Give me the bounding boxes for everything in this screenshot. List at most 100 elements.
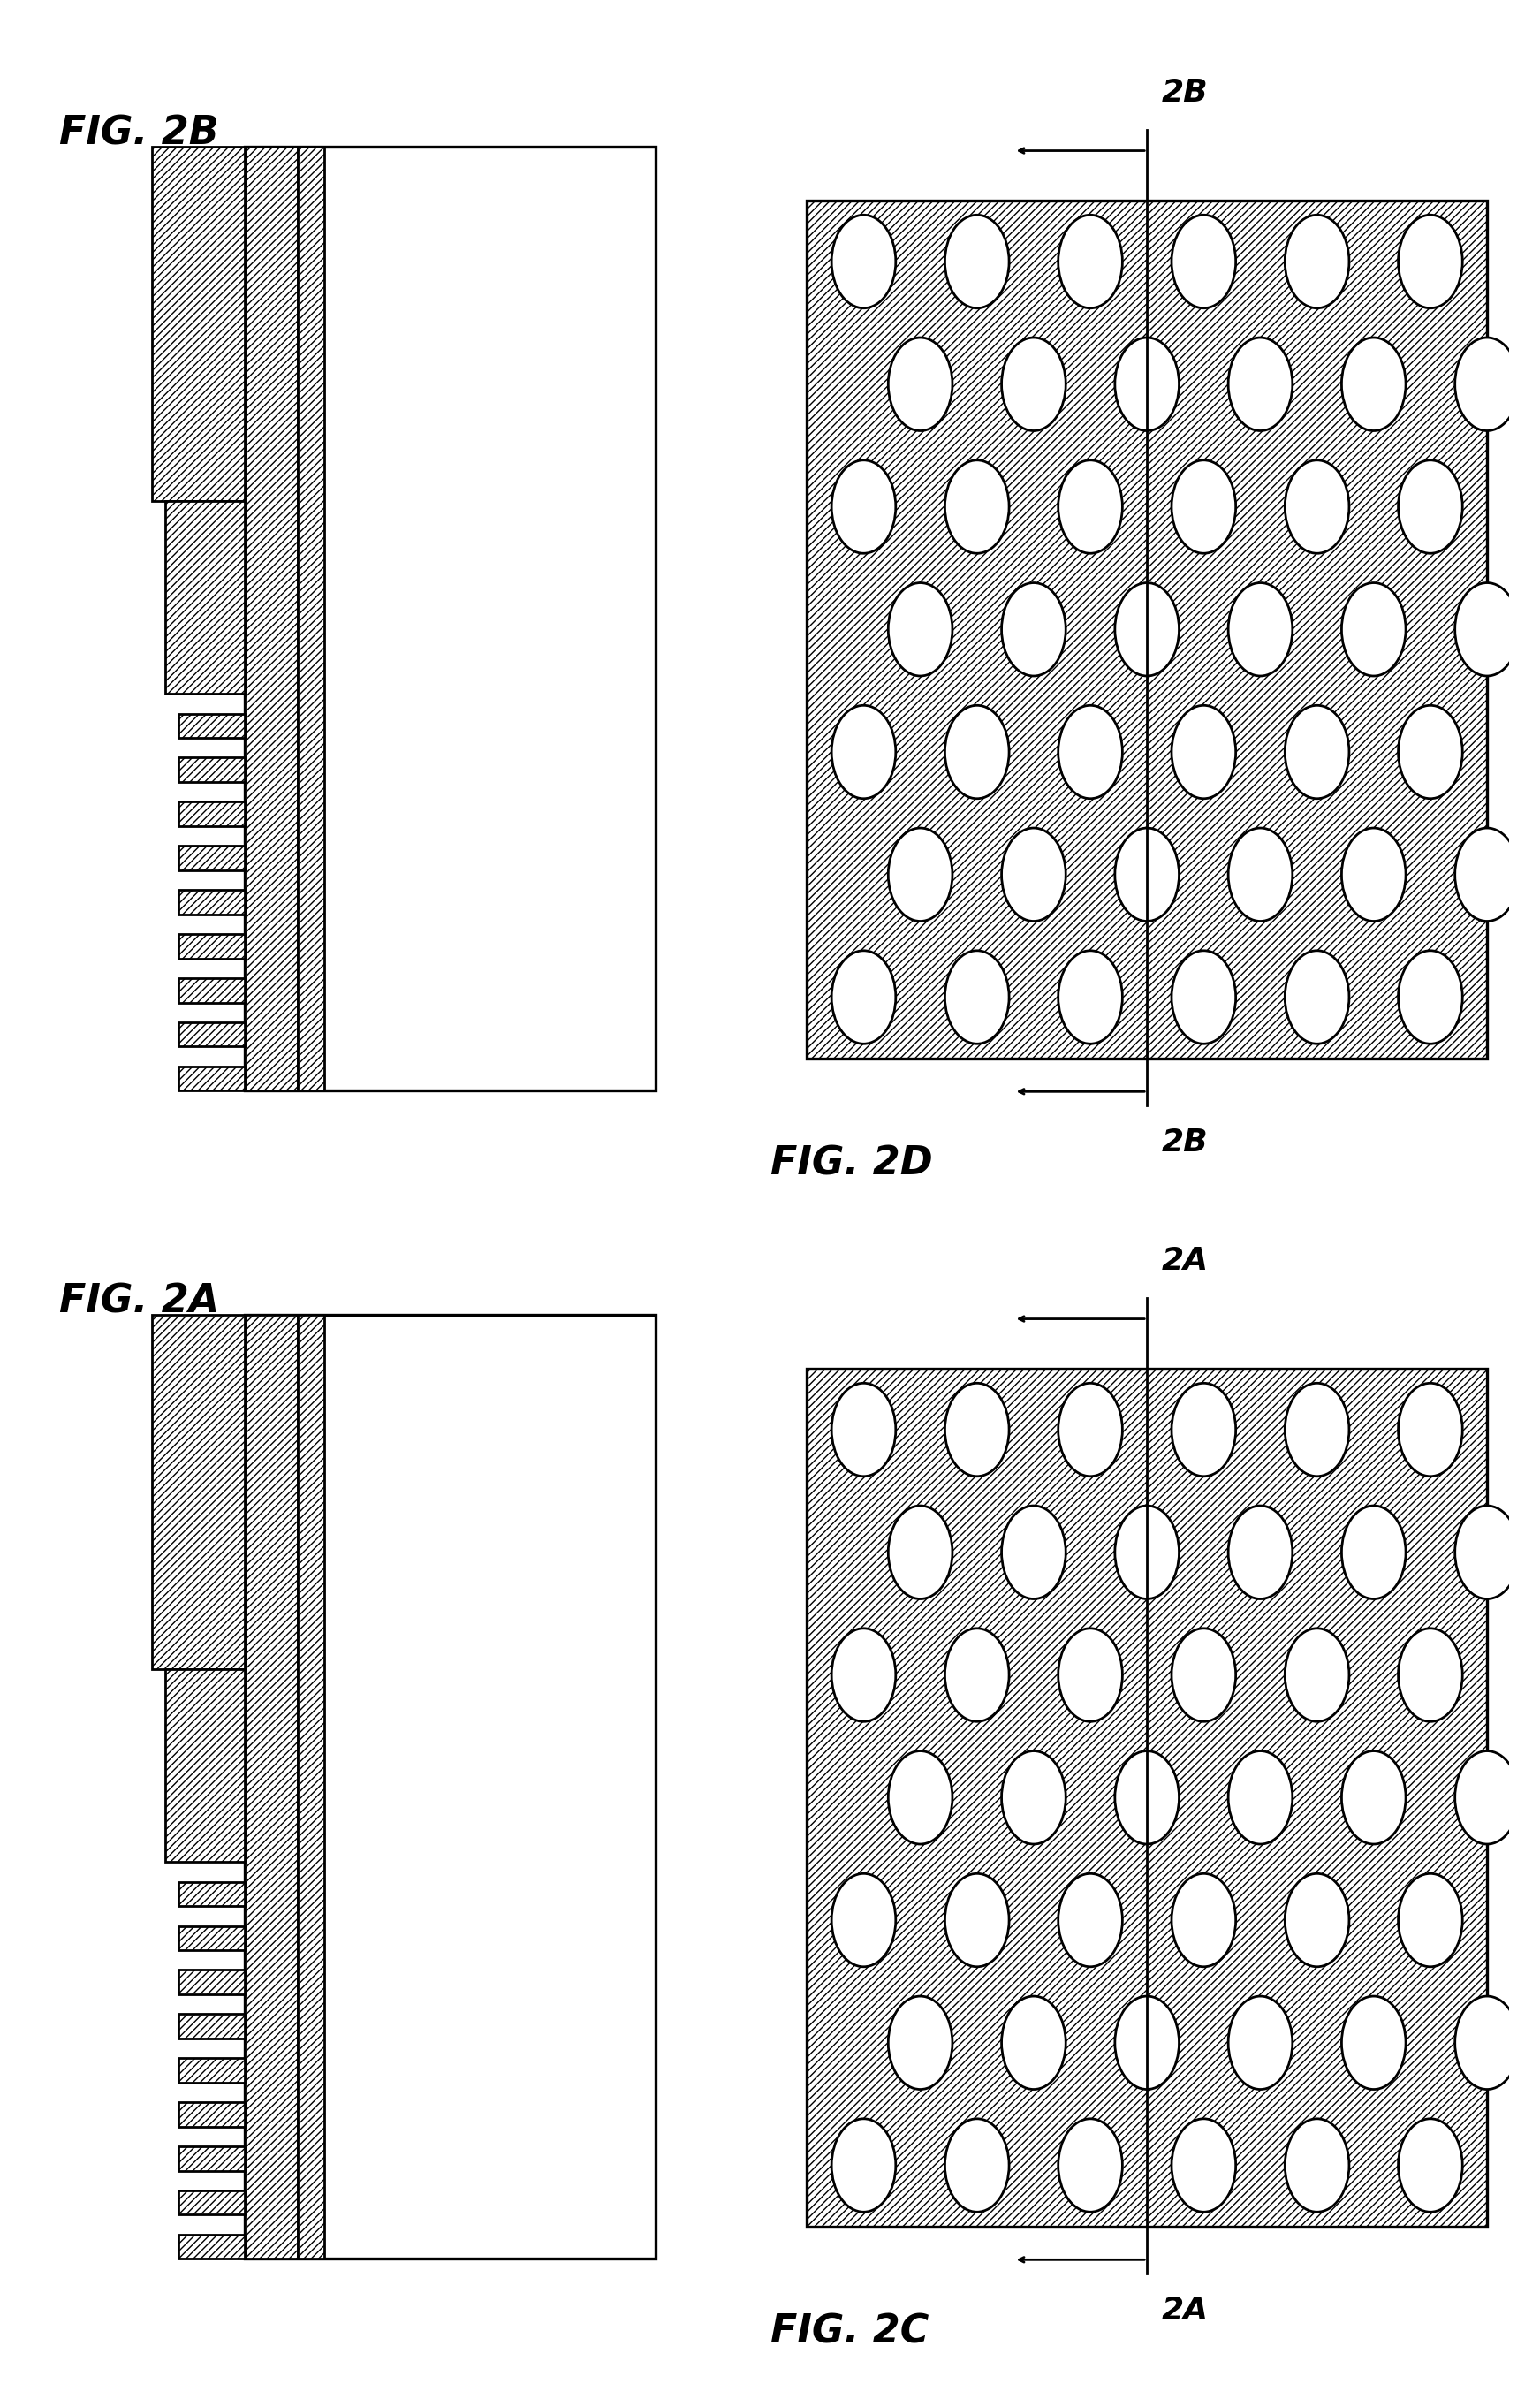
Circle shape [1058,2119,1123,2212]
Circle shape [889,1507,952,1600]
Text: 2B: 2B [1161,79,1209,107]
Circle shape [1115,1995,1180,2088]
Circle shape [1284,215,1349,308]
Bar [179,1969,245,1993]
Circle shape [1455,339,1518,432]
Circle shape [832,706,896,799]
Bar [179,1926,245,1950]
Bar [179,1023,245,1047]
Circle shape [1001,827,1066,920]
Circle shape [1172,1383,1235,1476]
Circle shape [832,951,896,1044]
Circle shape [1115,582,1180,677]
Circle shape [946,215,1009,308]
Circle shape [1341,827,1406,920]
Circle shape [1229,339,1292,432]
Bar [297,148,325,1092]
Circle shape [1455,827,1518,920]
Circle shape [1284,1628,1349,1721]
Bar [245,148,297,1092]
Bar [165,1669,245,1862]
Text: FIG. 2D: FIG. 2D [770,1144,932,1182]
Bar [179,758,245,782]
Circle shape [1001,1750,1066,1845]
Circle shape [1115,1507,1180,1600]
Circle shape [832,2119,896,2212]
Circle shape [1398,460,1463,553]
Bar [179,2191,245,2215]
Bar [245,1316,297,2260]
Bar [179,935,245,958]
Bar [179,2014,245,2038]
Circle shape [1229,1507,1292,1600]
Text: 2A: 2A [1161,1247,1209,1275]
Bar [152,1316,245,1669]
Circle shape [889,827,952,920]
Circle shape [1398,2119,1463,2212]
Circle shape [1284,1874,1349,1967]
Circle shape [1398,1628,1463,1721]
Circle shape [1284,706,1349,799]
Bar [179,889,245,915]
Circle shape [1001,1995,1066,2088]
Text: FIG. 2A: FIG. 2A [60,1283,220,1321]
Circle shape [889,339,952,432]
Circle shape [946,2119,1009,2212]
Circle shape [1001,582,1066,677]
Bar [179,1881,245,1907]
Bar [179,846,245,870]
Circle shape [1398,951,1463,1044]
Circle shape [889,582,952,677]
Bar [807,200,1488,1058]
Bar [179,2057,245,2084]
Circle shape [1229,582,1292,677]
Circle shape [832,1628,896,1721]
Bar [179,1066,245,1092]
Circle shape [1058,1383,1123,1476]
Circle shape [1341,1995,1406,2088]
Circle shape [1172,1628,1235,1721]
Circle shape [1115,1750,1180,1845]
Circle shape [1341,1750,1406,1845]
Circle shape [1284,1383,1349,1476]
Circle shape [1455,1507,1518,1600]
Text: FIG. 2B: FIG. 2B [60,114,219,153]
Bar [245,1316,656,2260]
Bar [807,1368,1488,2227]
Bar [179,801,245,827]
Circle shape [1058,951,1123,1044]
Circle shape [1172,460,1235,553]
Bar [179,713,245,739]
Circle shape [832,1383,896,1476]
Circle shape [1229,827,1292,920]
Circle shape [1398,706,1463,799]
Bar [165,501,245,694]
Circle shape [946,706,1009,799]
Circle shape [1455,582,1518,677]
Circle shape [946,1874,1009,1967]
Circle shape [1398,1874,1463,1967]
Circle shape [1229,1750,1292,1845]
Circle shape [1172,1874,1235,1967]
Circle shape [889,1750,952,1845]
Circle shape [1115,827,1180,920]
Circle shape [1172,2119,1235,2212]
Circle shape [1115,339,1180,432]
Circle shape [1341,582,1406,677]
Circle shape [1455,1995,1518,2088]
Circle shape [1398,215,1463,308]
Circle shape [1058,706,1123,799]
Circle shape [1058,460,1123,553]
Circle shape [1058,215,1123,308]
Bar [179,977,245,1001]
Bar [179,2234,245,2260]
Circle shape [832,1874,896,1967]
Text: FIG. 2C: FIG. 2C [770,2312,929,2351]
Bar [245,148,656,1092]
Circle shape [1284,460,1349,553]
Circle shape [1341,1507,1406,1600]
Circle shape [1172,706,1235,799]
Circle shape [889,1995,952,2088]
Circle shape [946,460,1009,553]
Circle shape [1001,339,1066,432]
